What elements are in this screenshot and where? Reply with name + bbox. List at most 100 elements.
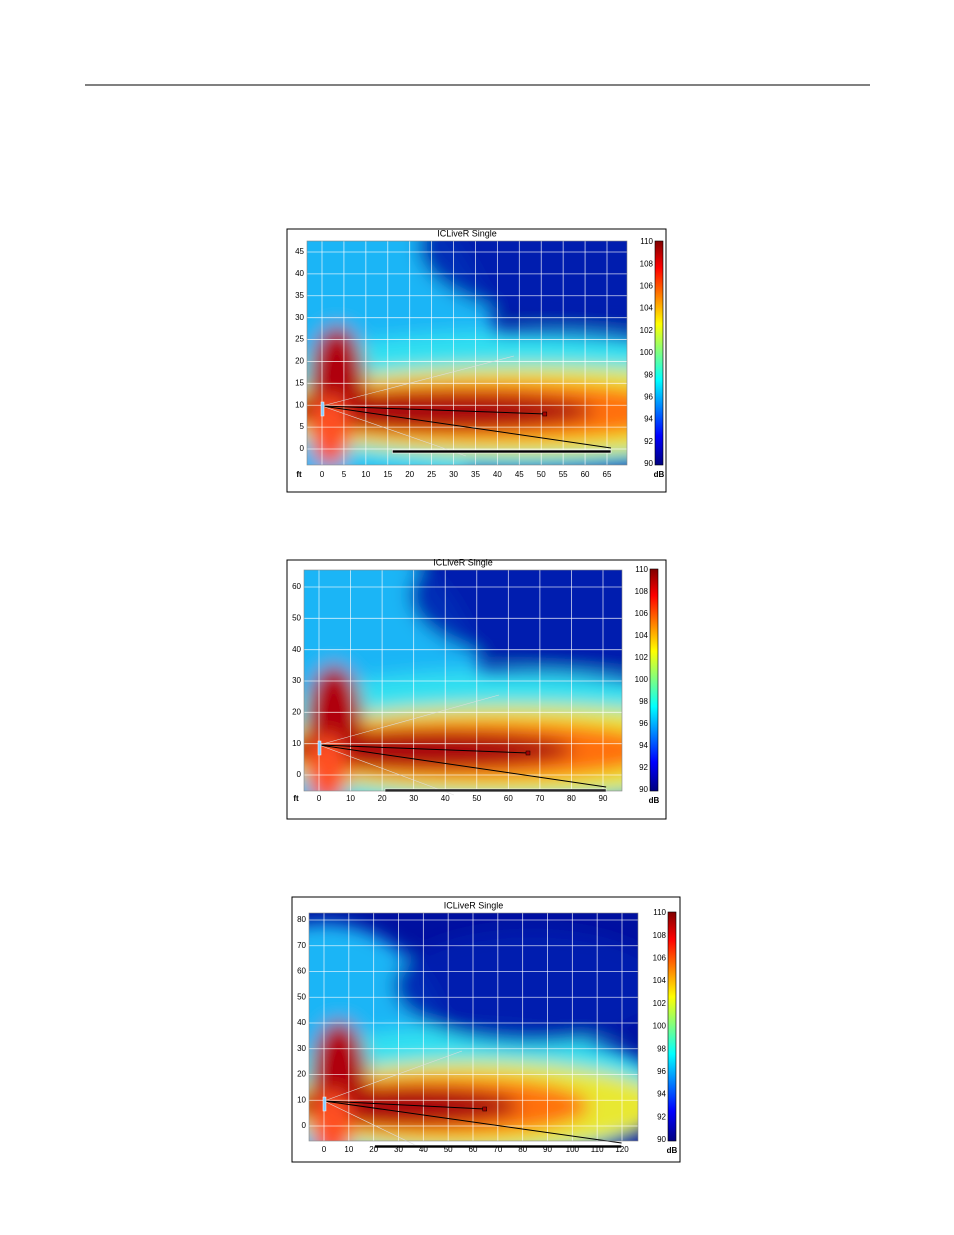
x-tick-label: 50 [444,1145,453,1154]
aim-line [321,405,612,449]
colorbar-unit: dB [654,470,665,479]
mic-marker [542,411,548,417]
x-tick-label: 30 [449,470,458,479]
field-blue [393,928,638,1044]
source [322,1096,327,1112]
x-tick-label: 60 [581,470,590,479]
x-tick-label: 100 [566,1145,580,1154]
y-tick-label: 5 [300,422,305,431]
colorbar-label: 100 [640,348,654,357]
x-tick-label: 60 [504,794,513,803]
colorbar-label: 102 [635,653,649,662]
plot-border [308,912,639,1142]
colorbar-label: 110 [653,908,666,917]
coverage-line [323,1050,463,1102]
colorbar-label: 104 [640,304,654,313]
colorbar-label: 106 [635,609,649,618]
x-tick-label: 0 [317,794,322,803]
colorbar-label: 96 [644,393,653,402]
source [320,401,325,417]
colorbar-label: 110 [640,237,653,246]
aim-line [323,1100,622,1144]
colorbar-label: 110 [635,565,648,574]
y-tick-label: 20 [297,1070,306,1079]
field-blue [418,241,627,326]
y-tick-label: 40 [297,1018,306,1027]
y-tick-label: 70 [297,941,306,950]
y-tick-label: 50 [297,992,306,1001]
y-tick-label: 30 [292,676,301,685]
audience-bar [384,788,607,793]
colorbar-label: 102 [640,326,654,335]
colorbar-label: 94 [657,1090,666,1099]
x-tick-label: 10 [361,470,370,479]
colorbar-label: 92 [657,1112,666,1121]
x-tick-label: 0 [320,470,325,479]
x-tick-label: 20 [378,794,387,803]
aim-line [321,405,547,415]
y-tick-label: 0 [297,770,302,779]
y-tick-label: 30 [297,1044,306,1053]
colorbar [649,568,659,792]
colorbar-label: 104 [635,631,649,640]
x-tick-label: 55 [559,470,568,479]
coverage-line [318,694,500,746]
x-tick-label: 70 [493,1145,502,1154]
aim-line [318,744,607,788]
x-tick-label: 90 [543,1145,552,1154]
colorbar-label: 108 [635,587,649,596]
x-tick-label: 40 [419,1145,428,1154]
x-tick-label: 0 [322,1145,327,1154]
colorbar-label: 100 [635,675,649,684]
y-tick-label: 80 [297,915,306,924]
colorbar-label: 100 [653,1022,667,1031]
x-tick-label: 30 [409,794,418,803]
colorbar-label: 90 [657,1135,666,1144]
aim-line [318,744,530,754]
x-tick-label: 10 [344,1145,353,1154]
colorbar-label: 108 [653,931,667,940]
y-tick-label: 10 [295,400,304,409]
x-tick-label: 80 [518,1145,527,1154]
y-tick-label: 10 [297,1095,306,1104]
coverage-line [323,1100,428,1152]
colorbar-label: 102 [653,999,667,1008]
heatmap [309,913,638,1141]
colorbar-label: 96 [639,719,648,728]
x-tick-label: 65 [603,470,612,479]
x-tick-label: 40 [441,794,450,803]
y-tick-label: 15 [295,378,304,387]
colorbar-label: 108 [640,259,654,268]
y-tick-label: 45 [295,247,304,256]
colorbar-label: 92 [639,763,648,772]
figure-title: ICLiveR Single [437,228,497,238]
colorbar-unit: dB [667,1146,678,1155]
x-tick-label: 35 [471,470,480,479]
colorbar-label: 96 [657,1067,666,1076]
colorbar-label: 98 [644,370,653,379]
y-tick-label: 40 [292,645,301,654]
x-tick-label: 10 [346,794,355,803]
coverage-line [321,405,467,457]
mic-marker [482,1106,487,1112]
colorbar-label: 90 [644,459,653,468]
colorbar-unit: dB [649,796,660,805]
colorbar-label: 104 [653,976,667,985]
x-unit: ft [293,794,299,803]
x-tick-label: 40 [493,470,502,479]
heatmap [304,570,622,791]
colorbar [667,911,677,1142]
colorbar [654,240,664,466]
y-tick-label: 30 [295,313,304,322]
heatmap-field [307,241,627,465]
x-tick-label: 45 [515,470,524,479]
x-tick-label: 15 [383,470,392,479]
x-tick-label: 50 [472,794,481,803]
y-tick-label: 0 [302,1121,307,1130]
x-tick-label: 20 [369,1145,378,1154]
field-blue [409,570,622,670]
x-tick-label: 70 [535,794,544,803]
